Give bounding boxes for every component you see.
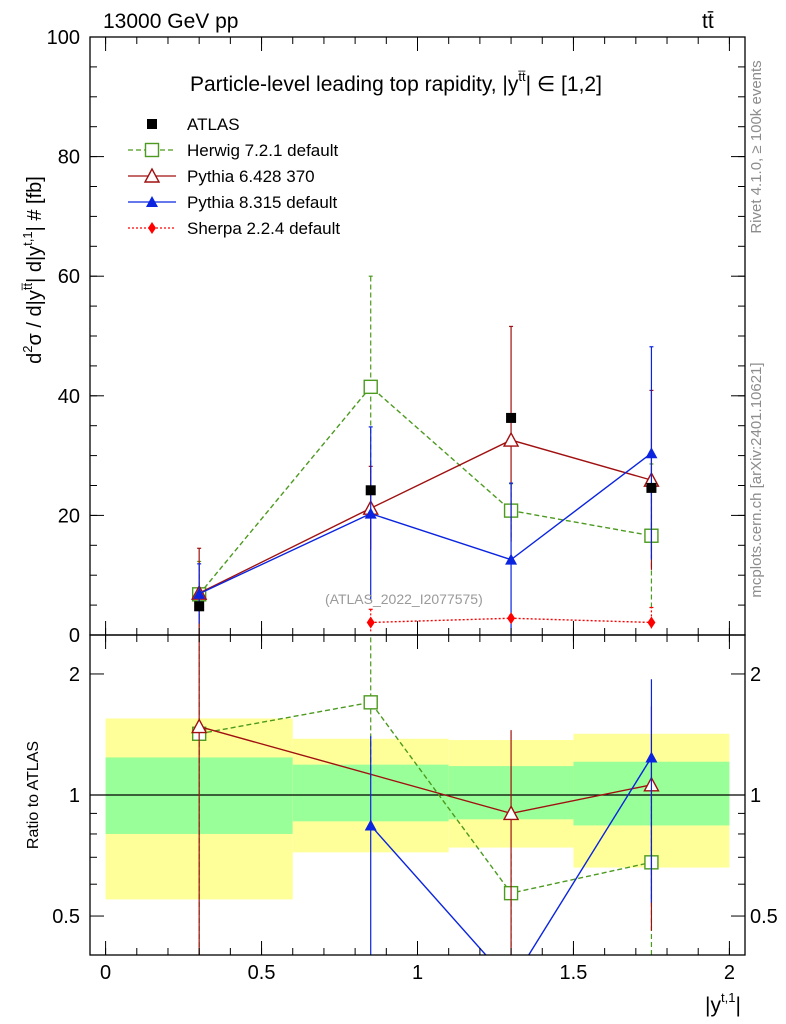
x-axis-label: |yt,1|: [705, 990, 741, 1017]
pythia-8-315-default-ratio-line: [370, 757, 653, 955]
header-left-label: 13000 GeV pp: [103, 10, 238, 33]
ylabel-end: | # [fb]: [24, 176, 46, 231]
legend-entry-pythia-6-428-370: Pythia 6.428 370: [128, 167, 315, 186]
chart-title-sup: t̄t̄: [518, 69, 526, 84]
legend-label-atlas: ATLAS: [187, 115, 240, 134]
legend-marker-pythia-8-315-default: [146, 196, 158, 207]
atlas-point-0: [194, 601, 205, 612]
atlas-point-3: [646, 482, 657, 493]
legend-label-pythia-8-315-default: Pythia 8.315 default: [187, 193, 338, 212]
pythia-6-428-370-line: [198, 439, 652, 594]
rivet-version-label: Rivet 4.1.0, ≥ 100k events: [748, 60, 765, 233]
pythia-6-428-370-point-2: [502, 431, 520, 447]
series-pythia-6-428-370: [190, 325, 660, 635]
legend-entry-sherpa-2-2-4-default: Sherpa 2.2.4 default: [128, 219, 340, 238]
herwig-7-2-1-default-ratio-line: [199, 701, 652, 894]
chart-title-end: | ∈ [1,2]: [526, 73, 602, 96]
main-y-tick-label-4: 80: [58, 147, 80, 169]
legend-label-sherpa-2-2-4-default: Sherpa 2.2.4 default: [187, 219, 340, 238]
legend-entry-atlas: ATLAS: [147, 115, 240, 134]
x-tick-label-3: 1.5: [560, 962, 588, 984]
legend-entry-pythia-8-315-default: Pythia 8.315 default: [128, 193, 338, 212]
main-y-tick-label-5: 100: [47, 27, 80, 49]
legend-label-pythia-6-428-370: Pythia 6.428 370: [187, 167, 315, 186]
chart-title: Particle-level leading top rapidity, |yt…: [190, 69, 602, 96]
main-y-tick-label-2: 40: [58, 386, 80, 408]
pythia-6-428-370-ratio-point-0: [190, 718, 208, 734]
sherpa-2-2-4-default-point-2: [647, 616, 656, 629]
atlas-point-1: [365, 485, 376, 496]
ratio-y-tick-label-right-1: 1: [750, 785, 761, 807]
ratio-y-tick-label-1: 1: [69, 785, 80, 807]
series-atlas: [194, 412, 657, 612]
legend: ATLAS Herwig 7.2.1 default Pythia 6.428 37…: [128, 115, 340, 238]
main-y-axis-label: d2σ / d|yt̄t̄| d|yt,1| # [fb]: [20, 176, 46, 364]
xlabel-end: |: [735, 994, 740, 1017]
pythia-8-315-default-ratio-point-3: [645, 751, 658, 763]
pythia-6-428-370-ratio-point-2: [502, 804, 520, 821]
series-pythia-8-315-default: [193, 346, 658, 635]
herwig-7-2-1-default-ratio-point-1: [363, 695, 378, 710]
legend-marker-sherpa-2-2-4-default: [148, 222, 156, 234]
pythia-8-315-default-ratio-point-1: [364, 819, 377, 831]
main-y-tick-label-3: 60: [58, 266, 80, 288]
ratio-y-tick-label-0: 0.5: [52, 906, 80, 928]
analysis-watermark: (ATLAS_2022_I2077575): [325, 591, 483, 607]
series-layer: [190, 275, 660, 635]
legend-marker-pythia-6-428-370: [143, 167, 161, 183]
legend-label-herwig-7-2-1-default: Herwig 7.2.1 default: [187, 141, 338, 160]
main-y-tick-label-0: 0: [69, 625, 80, 647]
ylabel-mid: σ / d|y: [24, 290, 46, 345]
pythia-8-315-default-point-0: [193, 587, 206, 599]
ylabel-sup1: 2: [20, 346, 35, 353]
pythia-8-315-default-point-3: [645, 447, 658, 459]
atlas-point-2: [506, 412, 517, 423]
chart-title-main: Particle-level leading top rapidity, |y: [190, 73, 519, 96]
header-right-tbar: t̄: [708, 10, 714, 33]
herwig-7-2-1-default-line: [198, 385, 652, 595]
ylabel-prefix: d: [24, 353, 46, 364]
pythia-8-315-default-point-2: [505, 553, 518, 565]
xlabel-sup: t,1: [721, 990, 735, 1005]
main-y-tick-label-1: 20: [58, 505, 80, 527]
ratio-y-tick-label-right-0: 0.5: [750, 906, 778, 928]
ylabel-mid2: | d|y: [24, 246, 46, 283]
pythia-8-315-default-point-1: [364, 507, 377, 519]
x-tick-label-2: 1: [412, 962, 423, 984]
ratio-y-axis-label: Ratio to ATLAS: [25, 741, 42, 849]
sherpa-2-2-4-default-point-1: [507, 612, 516, 625]
legend-entry-herwig-7-2-1-default: Herwig 7.2.1 default: [128, 141, 338, 160]
series-herwig-7-2-1-default: [191, 275, 659, 628]
xlabel-main: |y: [705, 994, 721, 1017]
pythia-8-315-default-ratio: [364, 679, 658, 955]
header-right-label: tt̄: [702, 10, 714, 33]
x-tick-label-0: 0: [100, 962, 111, 984]
pythia-8-315-default-line: [198, 452, 652, 595]
header-right-t: t: [702, 10, 708, 33]
series-sherpa-2-2-4-default: [366, 606, 656, 632]
axis-ticks: [90, 36, 745, 956]
mcplots-reference-label: mcplots.cern.ch [arXiv:2401.10621]: [748, 362, 765, 597]
x-tick-label-4: 2: [724, 962, 735, 984]
ylabel-sup2: t̄t̄: [20, 283, 35, 291]
sherpa-2-2-4-default-point-0: [366, 616, 375, 629]
x-tick-label-1: 0.5: [248, 962, 276, 984]
legend-marker-atlas: [147, 119, 157, 129]
ylabel-sup3: t,1: [20, 231, 35, 245]
herwig-7-2-1-default-point-1: [363, 379, 378, 395]
ratio-y-tick-label-2: 2: [69, 664, 80, 686]
legend-marker-herwig-7-2-1-default: [144, 142, 160, 158]
ratio-series-layer: [190, 635, 660, 955]
ratio-y-tick-label-right-2: 2: [750, 664, 761, 686]
